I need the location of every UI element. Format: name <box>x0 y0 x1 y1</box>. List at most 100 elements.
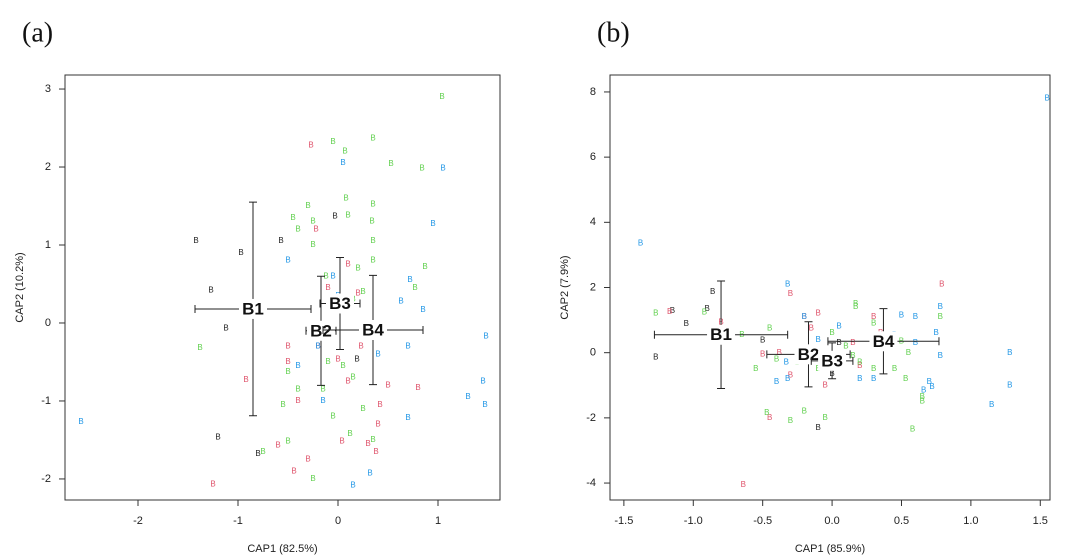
y-axis-label: CAP2 (10.2%) <box>14 252 26 322</box>
point: B <box>684 319 689 328</box>
point: B <box>370 133 375 142</box>
point: B <box>802 312 807 321</box>
point: B <box>388 159 393 168</box>
centroid-label: B3 <box>821 351 843 370</box>
point: B <box>788 289 793 298</box>
point: B <box>310 217 315 226</box>
point: B <box>208 285 213 294</box>
x-tick-label: -1.5 <box>614 515 633 527</box>
point: B <box>215 433 220 442</box>
point: B <box>430 219 435 228</box>
point: B <box>903 374 908 383</box>
point: B <box>358 341 363 350</box>
point: B <box>836 338 841 347</box>
point: B <box>345 210 350 219</box>
point: B <box>405 341 410 350</box>
point: B <box>330 271 335 280</box>
point: B <box>385 380 390 389</box>
centroid-label-bg <box>239 298 267 319</box>
point: B <box>788 371 793 380</box>
point: B <box>315 341 320 350</box>
point: B <box>295 384 300 393</box>
x-axis-label: CAP1 (82.5%) <box>247 543 317 555</box>
point: B <box>906 348 911 357</box>
point: B <box>667 307 672 316</box>
point: B <box>921 385 926 394</box>
point: B <box>913 338 918 347</box>
point: B <box>285 256 290 265</box>
point: B <box>653 309 658 318</box>
point: B <box>653 353 658 362</box>
point: B <box>920 397 925 406</box>
point: B <box>325 357 330 366</box>
point: B <box>342 147 347 156</box>
point: B <box>802 312 807 321</box>
point: B <box>340 158 345 167</box>
point: B <box>398 296 403 305</box>
point: B <box>370 435 375 444</box>
point: B <box>365 439 370 448</box>
centroid-label-bg <box>307 320 335 341</box>
point: B <box>210 480 215 489</box>
point: B <box>1045 94 1050 103</box>
point: B <box>280 400 285 409</box>
point: B <box>320 384 325 393</box>
point: B <box>927 377 932 386</box>
point: B <box>670 306 675 315</box>
point: B <box>345 377 350 386</box>
point: B <box>760 349 765 358</box>
y-tick-label: -2 <box>586 412 596 424</box>
point: B <box>407 275 412 284</box>
point: B <box>853 302 858 311</box>
point: B <box>197 343 202 352</box>
centroid-label-bg <box>794 344 823 365</box>
point: B <box>238 248 243 257</box>
centroid-label-bg <box>869 331 898 352</box>
point: B <box>774 354 779 363</box>
point: B <box>764 408 769 417</box>
point: B <box>275 441 280 450</box>
point: B <box>767 413 772 422</box>
point: B <box>871 374 876 383</box>
point: B <box>857 361 862 370</box>
centroid-label: B4 <box>873 332 895 351</box>
centroid-label: B1 <box>710 325 732 344</box>
point: B <box>332 211 337 220</box>
point: B <box>375 419 380 428</box>
x-tick-label: -0.5 <box>753 515 772 527</box>
point: B <box>482 400 487 409</box>
point: B <box>836 322 841 331</box>
point: B <box>295 361 300 370</box>
point: B <box>370 200 375 209</box>
y-tick-label: 1 <box>45 239 51 251</box>
point: B <box>305 201 310 210</box>
x-tick-label: -1 <box>233 515 243 527</box>
point: B <box>223 324 228 333</box>
point: B <box>415 383 420 392</box>
point: B <box>785 374 790 383</box>
point: B <box>853 299 858 308</box>
y-tick-label: 8 <box>590 86 596 98</box>
point: B <box>320 396 325 405</box>
x-tick-label: 0.5 <box>894 515 909 527</box>
centroid-label-bg <box>359 320 387 340</box>
point: B <box>278 236 283 245</box>
point: B <box>377 400 382 409</box>
centroid-label: B4 <box>362 320 384 339</box>
centroid-label: B3 <box>329 294 351 313</box>
point: B <box>939 279 944 288</box>
point: B <box>419 164 424 173</box>
point: B <box>360 287 365 296</box>
point: B <box>350 480 355 489</box>
point: B <box>871 318 876 327</box>
y-tick-label: 0 <box>590 347 596 359</box>
point: B <box>809 323 814 332</box>
point: B <box>310 240 315 249</box>
y-tick-label: 6 <box>590 151 596 163</box>
y-tick-label: 2 <box>45 161 51 173</box>
point: B <box>816 309 821 318</box>
point: B <box>285 341 290 350</box>
point: B <box>465 392 470 401</box>
point: B <box>285 357 290 366</box>
point: B <box>350 373 355 382</box>
